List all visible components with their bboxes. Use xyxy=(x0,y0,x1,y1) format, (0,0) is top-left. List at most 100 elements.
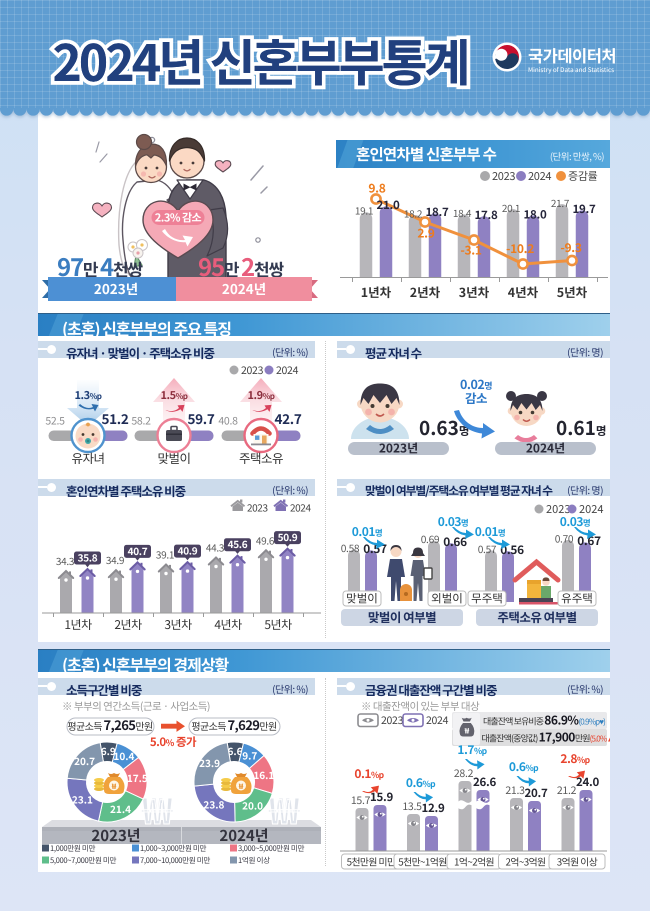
svg-text:-3.1: -3.1 xyxy=(460,242,482,259)
svg-text:증감률: 증감률 xyxy=(568,168,598,184)
svg-text:1,000~3,000만원 미만: 1,000~3,000만원 미만 xyxy=(140,843,207,854)
svg-text:52.5: 52.5 xyxy=(45,414,65,429)
svg-text:2023: 2023 xyxy=(492,168,515,184)
svg-text:1.7%p: 1.7%p xyxy=(457,741,487,758)
svg-text:18.7: 18.7 xyxy=(426,204,449,220)
svg-text:9.8: 9.8 xyxy=(368,180,385,197)
svg-text:0.02명: 0.02명 xyxy=(460,374,492,393)
svg-text:5년차: 5년차 xyxy=(264,616,292,633)
svg-text:2023년: 2023년 xyxy=(94,278,138,298)
svg-text:주택소유: 주택소유 xyxy=(239,448,283,467)
svg-text:0.01명: 0.01명 xyxy=(352,523,382,540)
svg-text:26.6: 26.6 xyxy=(473,774,496,790)
svg-text:16.1: 16.1 xyxy=(253,767,274,782)
svg-text:1억원 이상: 1억원 이상 xyxy=(238,855,270,866)
svg-text:5천만원 미만: 5천만원 미만 xyxy=(347,855,396,869)
svg-text:0.70: 0.70 xyxy=(555,531,574,546)
svg-text:21.4: 21.4 xyxy=(110,801,131,816)
svg-text:28.2: 28.2 xyxy=(454,766,474,781)
svg-text:2023: 2023 xyxy=(546,501,570,517)
svg-text:42.7: 42.7 xyxy=(274,408,301,428)
svg-text:50.9: 50.9 xyxy=(278,529,298,544)
svg-text:23.8: 23.8 xyxy=(203,796,224,811)
svg-text:-9.3: -9.3 xyxy=(560,239,582,256)
svg-text:0.57: 0.57 xyxy=(478,541,497,556)
svg-text:5년차: 5년차 xyxy=(557,282,588,301)
svg-text:0.03명: 0.03명 xyxy=(438,513,468,530)
svg-text:19.7: 19.7 xyxy=(573,201,596,217)
svg-text:10.4: 10.4 xyxy=(113,748,134,763)
svg-text:23.9: 23.9 xyxy=(199,755,220,770)
svg-text:맞벌이: 맞벌이 xyxy=(346,591,378,607)
svg-text:2023: 2023 xyxy=(247,500,268,515)
svg-text:₩: ₩ xyxy=(464,726,470,737)
svg-text:무주택: 무주택 xyxy=(471,591,503,607)
svg-text:21.0: 21.0 xyxy=(377,197,400,213)
svg-text:3년차: 3년차 xyxy=(459,282,490,301)
svg-text:0.6%p: 0.6%p xyxy=(406,774,436,791)
svg-text:21.2: 21.2 xyxy=(557,783,577,798)
svg-text:51.2: 51.2 xyxy=(101,408,128,428)
svg-text:18.2: 18.2 xyxy=(404,206,423,221)
svg-text:45.6: 45.6 xyxy=(228,536,248,551)
svg-text:2024년: 2024년 xyxy=(222,278,266,298)
svg-text:맞벌이 여부별: 맞벌이 여부별 xyxy=(368,607,436,626)
svg-text:18.4: 18.4 xyxy=(453,205,472,220)
svg-text:15.9: 15.9 xyxy=(370,789,393,805)
svg-text:9.7: 9.7 xyxy=(242,747,257,762)
svg-text:감소: 감소 xyxy=(465,388,487,407)
svg-text:2023년: 2023년 xyxy=(91,825,140,846)
svg-text:평균소득 7,265만원: 평균소득 7,265만원 xyxy=(67,715,153,734)
svg-text:6.6: 6.6 xyxy=(227,743,242,758)
svg-text:20.1: 20.1 xyxy=(502,200,520,215)
svg-text:유주택: 유주택 xyxy=(561,591,593,607)
svg-text:Ministry of Data and Statistic: Ministry of Data and Statistics xyxy=(528,65,614,74)
svg-text:21.7: 21.7 xyxy=(551,195,570,210)
svg-text:1.9%p: 1.9%p xyxy=(248,387,275,403)
svg-text:2.8%p: 2.8%p xyxy=(560,750,590,767)
svg-text:1.5%p: 1.5%p xyxy=(161,387,188,403)
svg-text:₩: ₩ xyxy=(238,781,244,792)
svg-text:2024: 2024 xyxy=(579,501,603,517)
svg-text:17.5: 17.5 xyxy=(127,770,148,785)
svg-text:외벌이: 외벌이 xyxy=(431,591,463,607)
svg-text:17.8: 17.8 xyxy=(475,207,498,223)
svg-text:40.9: 40.9 xyxy=(178,543,198,558)
svg-text:국가데이터처: 국가데이터처 xyxy=(528,43,616,67)
svg-text:0.58: 0.58 xyxy=(341,540,360,555)
svg-text:1억~2억원: 1억~2억원 xyxy=(454,855,494,869)
svg-text:2024: 2024 xyxy=(426,713,449,728)
svg-text:3년차: 3년차 xyxy=(164,616,192,633)
svg-text:2.9: 2.9 xyxy=(417,225,434,242)
svg-text:40.8: 40.8 xyxy=(218,414,238,429)
svg-text:1년차: 1년차 xyxy=(64,616,92,633)
svg-text:0.57: 0.57 xyxy=(363,540,387,557)
svg-text:15.7: 15.7 xyxy=(351,793,371,808)
svg-text:6.9: 6.9 xyxy=(101,743,116,758)
svg-text:2023: 2023 xyxy=(381,713,404,728)
svg-text:0.67: 0.67 xyxy=(577,532,601,549)
svg-text:3,000~5,000만원 미만: 3,000~5,000만원 미만 xyxy=(238,843,305,854)
svg-text:7,000~10,000만원 미만: 7,000~10,000만원 미만 xyxy=(140,855,210,866)
svg-text:19.1: 19.1 xyxy=(355,203,373,218)
svg-text:0.6%p: 0.6%p xyxy=(509,758,539,775)
svg-text:44.3: 44.3 xyxy=(206,540,224,555)
svg-text:1,000만원 미만: 1,000만원 미만 xyxy=(50,843,95,854)
svg-text:유자녀: 유자녀 xyxy=(71,448,104,467)
svg-text:18.0: 18.0 xyxy=(524,207,547,223)
svg-text:20.0: 20.0 xyxy=(242,798,263,813)
svg-text:0.01명: 0.01명 xyxy=(475,523,505,540)
svg-text:0.03명: 0.03명 xyxy=(560,513,590,530)
svg-text:4년차: 4년차 xyxy=(508,282,539,301)
svg-text:21.3: 21.3 xyxy=(505,783,525,798)
svg-text:주택소유 여부별: 주택소유 여부별 xyxy=(497,607,576,626)
svg-text:평균소득 7,629만원: 평균소득 7,629만원 xyxy=(191,715,277,734)
svg-text:2.3% 감소: 2.3% 감소 xyxy=(155,210,202,226)
svg-text:1년차: 1년차 xyxy=(361,282,392,301)
svg-text:2024년 신혼부부통계: 2024년 신혼부부통계 xyxy=(52,24,467,96)
svg-text:2024: 2024 xyxy=(276,363,299,378)
svg-text:13.5: 13.5 xyxy=(402,799,422,814)
svg-text:2024년 신혼부부통계: 2024년 신혼부부통계 xyxy=(52,24,467,96)
svg-text:2024년: 2024년 xyxy=(526,440,565,457)
svg-text:대출잔액 보유비중 86.9%(0.9%p♥): 대출잔액 보유비중 86.9%(0.9%p♥) xyxy=(483,712,605,729)
